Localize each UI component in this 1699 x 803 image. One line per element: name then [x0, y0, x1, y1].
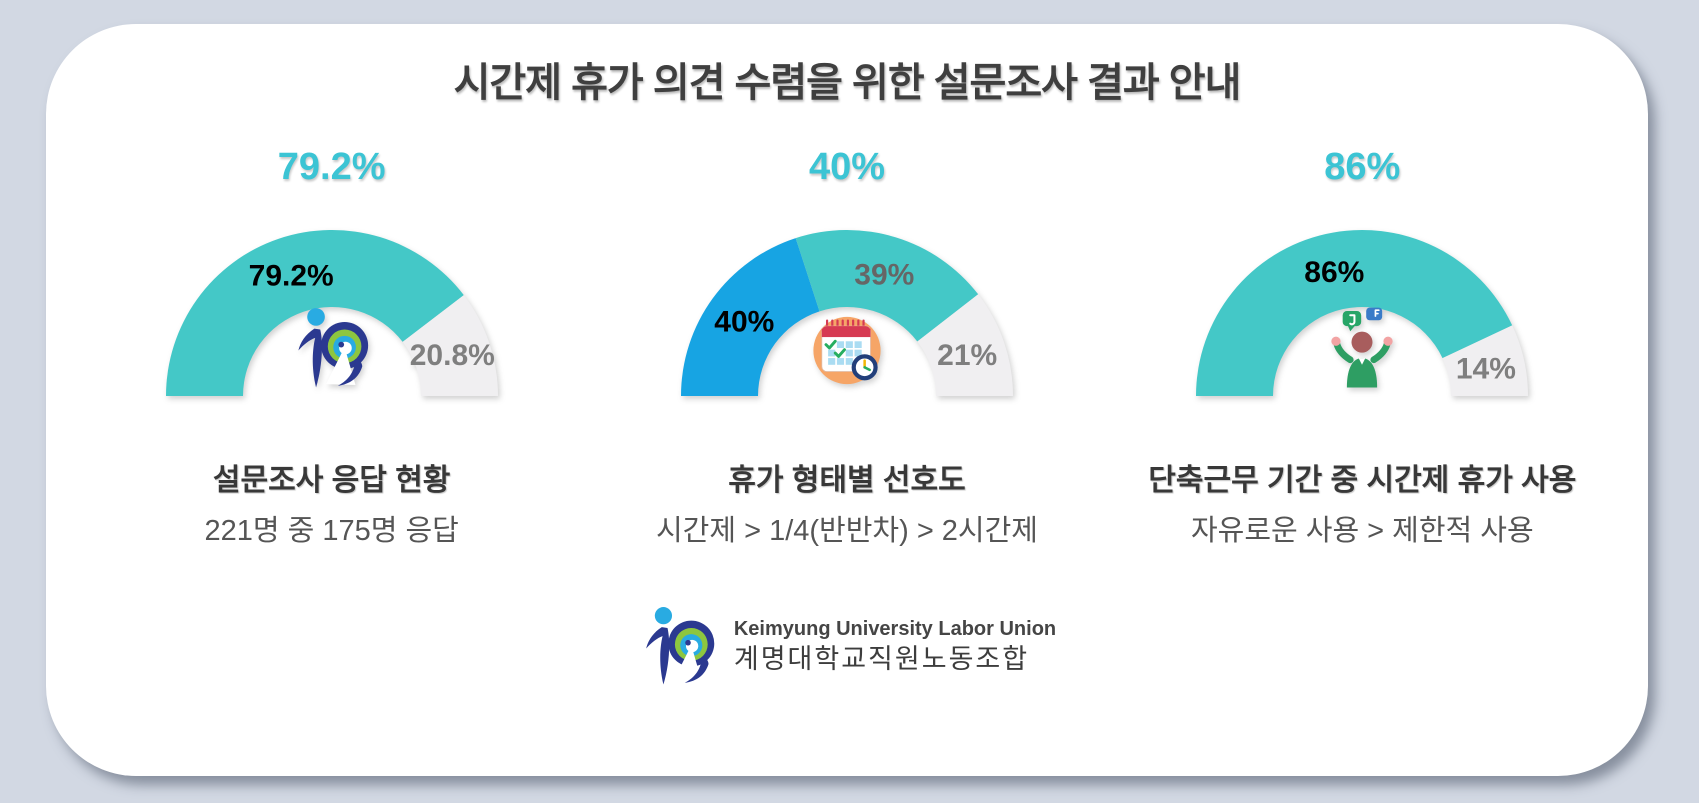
- org-name-english: Keimyung University Labor Union: [733, 618, 1057, 640]
- gauge-segment: [795, 230, 979, 342]
- gauge-card: 40% 40% 39% 21% 휴가 형태별 선호도 시간제 > 1/4(반반차) …: [589, 144, 1104, 551]
- gauge-row: 79.2% 79.2% 20.8% 설문조사 응답 현황 221명 중 175명 …: [46, 144, 1648, 551]
- gauge-segment-label: 39%: [854, 259, 914, 292]
- gauge-segment: [165, 230, 464, 396]
- gauge-segment: [402, 295, 498, 396]
- org-name-korean: 계명대학교직원노동조합: [733, 644, 1030, 674]
- gauge-title: 설문조사 응답 현황: [212, 464, 451, 497]
- union-logo-icon: [298, 308, 368, 388]
- gauge-subtitle: 시간제 > 1/4(반반차) > 2시간제: [656, 515, 1038, 547]
- union-logo-icon: [638, 605, 720, 687]
- gauge-segment: [680, 238, 820, 396]
- calendar-clock-icon: [813, 317, 880, 384]
- footer: Keimyung University Labor Union 계명대학교직원노…: [638, 605, 1056, 687]
- gauge-title: 휴가 형태별 선호도: [728, 464, 966, 497]
- infographic-card: 시간제 휴가 의견 수렴을 위한 설문조사 결과 안내 79.2% 79.2% 2…: [46, 24, 1648, 776]
- gauge-headline: 40%: [808, 146, 886, 188]
- footer-text: Keimyung University Labor Union 계명대학교직원노…: [734, 616, 1056, 676]
- gauge-segment-label: 40%: [714, 305, 774, 338]
- gauge-segment-label: 79.2%: [248, 260, 333, 293]
- gauge-segment-label: 14%: [1456, 352, 1516, 385]
- gauge-subtitle: 자유로운 사용 > 제한적 사용: [1190, 515, 1534, 547]
- person-feedback-icon: [1332, 308, 1393, 388]
- gauge-chart: 79.2% 20.8%: [165, 230, 498, 396]
- gauge-chart: 40% 39% 21%: [680, 230, 1013, 396]
- gauge-card: 79.2% 79.2% 20.8% 설문조사 응답 현황 221명 중 175명 …: [74, 144, 589, 551]
- gauge-segment: [917, 294, 1013, 396]
- gauge-title: 단축근무 기간 중 시간제 휴가 사용: [1148, 464, 1577, 497]
- gauge-headline: 79.2%: [277, 146, 386, 188]
- gauge-chart: 86% 14%: [1196, 229, 1529, 396]
- gauge-segment-label: 86%: [1305, 256, 1365, 289]
- gauge-card: 86% 86% 14% 단축근무 기간 중 시간제 휴가 사용 자유로운 사용 >…: [1105, 144, 1620, 551]
- gauge-segment-label: 20.8%: [409, 339, 494, 372]
- gauge-segment: [1442, 325, 1529, 396]
- gauge-subtitle: 221명 중 175명 응답: [204, 515, 459, 547]
- gauge-segment: [1196, 229, 1513, 396]
- page-title: 시간제 휴가 의견 수렴을 위한 설문조사 결과 안내: [453, 61, 1242, 105]
- gauge-headline: 86%: [1324, 146, 1401, 188]
- gauge-segment-label: 21%: [937, 339, 997, 372]
